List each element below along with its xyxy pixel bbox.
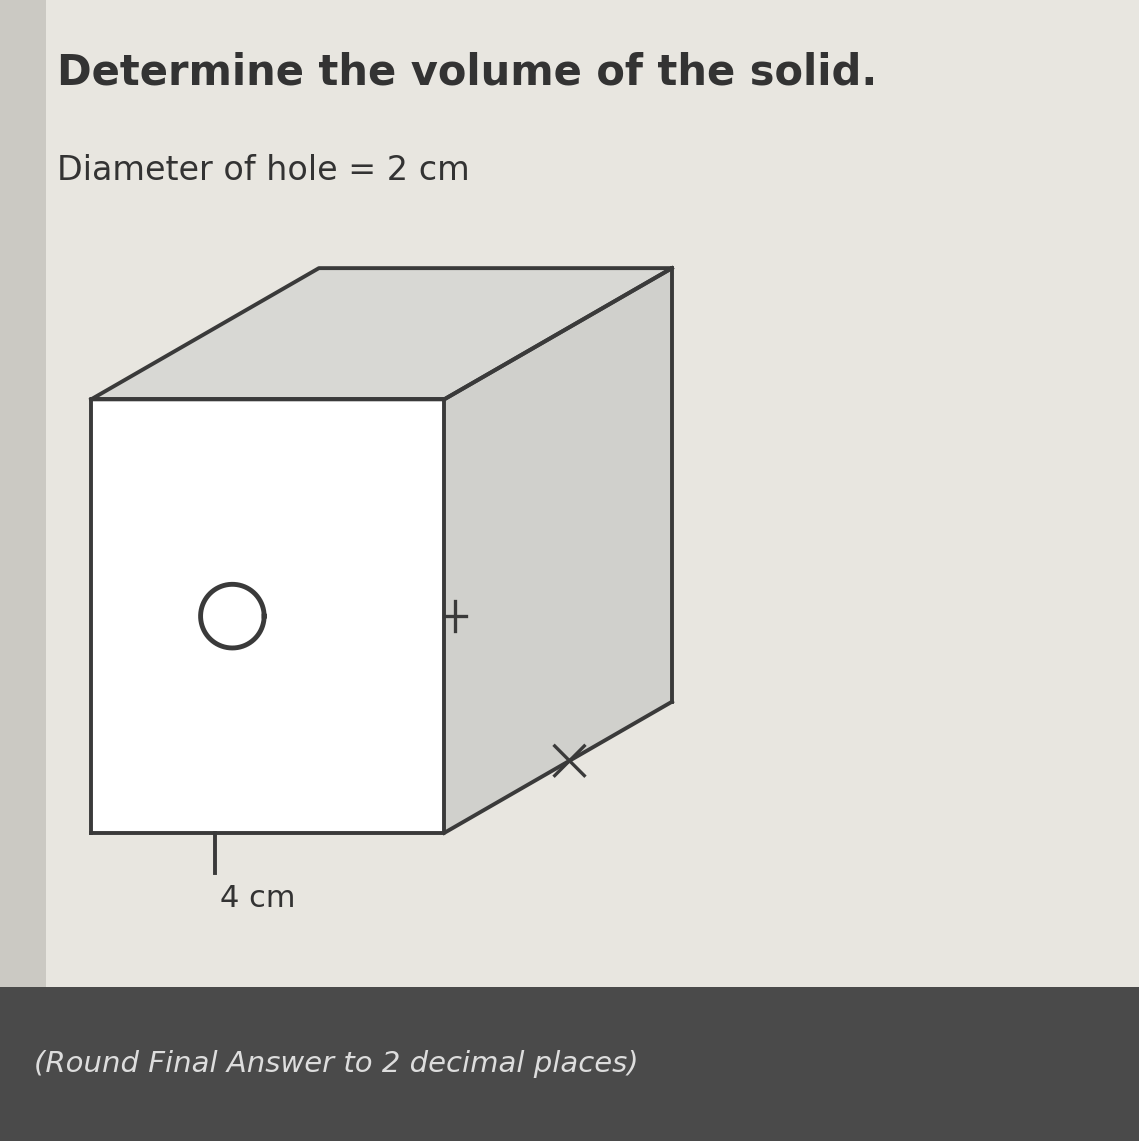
- Text: (Round Final Answer to 2 decimal places): (Round Final Answer to 2 decimal places): [34, 1050, 639, 1078]
- Text: 4 cm: 4 cm: [221, 884, 296, 913]
- Polygon shape: [444, 268, 672, 833]
- Text: Diameter of hole = 2 cm: Diameter of hole = 2 cm: [57, 154, 469, 187]
- Bar: [0, 0, 1139, 987]
- Bar: [0, 0, 46, 987]
- Polygon shape: [91, 399, 444, 833]
- Polygon shape: [91, 268, 672, 399]
- Bar: [0, 987, 1139, 1141]
- Text: Determine the volume of the solid.: Determine the volume of the solid.: [57, 51, 877, 94]
